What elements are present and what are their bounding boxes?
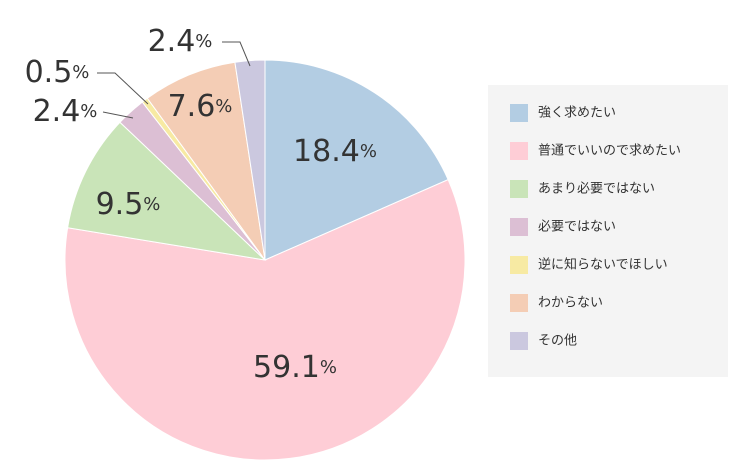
legend-label: わからない [538, 296, 603, 311]
legend-swatch [510, 294, 528, 312]
pie-slice [234, 59, 266, 261]
leader-line [102, 111, 134, 119]
legend-label: 普通でいいので求めたい [538, 144, 681, 159]
value-label: 2.4% [148, 24, 213, 59]
legend-label: 強く求めたい [538, 106, 616, 121]
pie-slice [264, 59, 449, 261]
value-label: 59.1% [253, 350, 337, 385]
pie-slice [64, 178, 466, 461]
value-label: 7.6% [168, 89, 233, 124]
legend-swatch [510, 180, 528, 198]
legend-swatch [510, 218, 528, 236]
leader-line [97, 72, 149, 105]
legend-swatch [510, 104, 528, 122]
value-label: 2.4% [33, 94, 98, 129]
pie-slice [67, 121, 267, 261]
value-label: 9.5% [96, 187, 161, 222]
legend-label: その他 [538, 334, 577, 349]
value-label: 18.4% [293, 134, 377, 169]
value-label: 0.5% [25, 55, 90, 90]
legend-swatch [510, 332, 528, 350]
legend-swatch [510, 256, 528, 274]
legend-label: あまり必要ではない [538, 182, 655, 197]
pie [64, 59, 466, 461]
pie-slice [146, 61, 266, 261]
legend-label: 逆に知らないでほしい [538, 257, 668, 273]
legend-swatch [510, 142, 528, 160]
leader-line [222, 41, 251, 67]
legend-label: 必要ではない [538, 220, 616, 235]
